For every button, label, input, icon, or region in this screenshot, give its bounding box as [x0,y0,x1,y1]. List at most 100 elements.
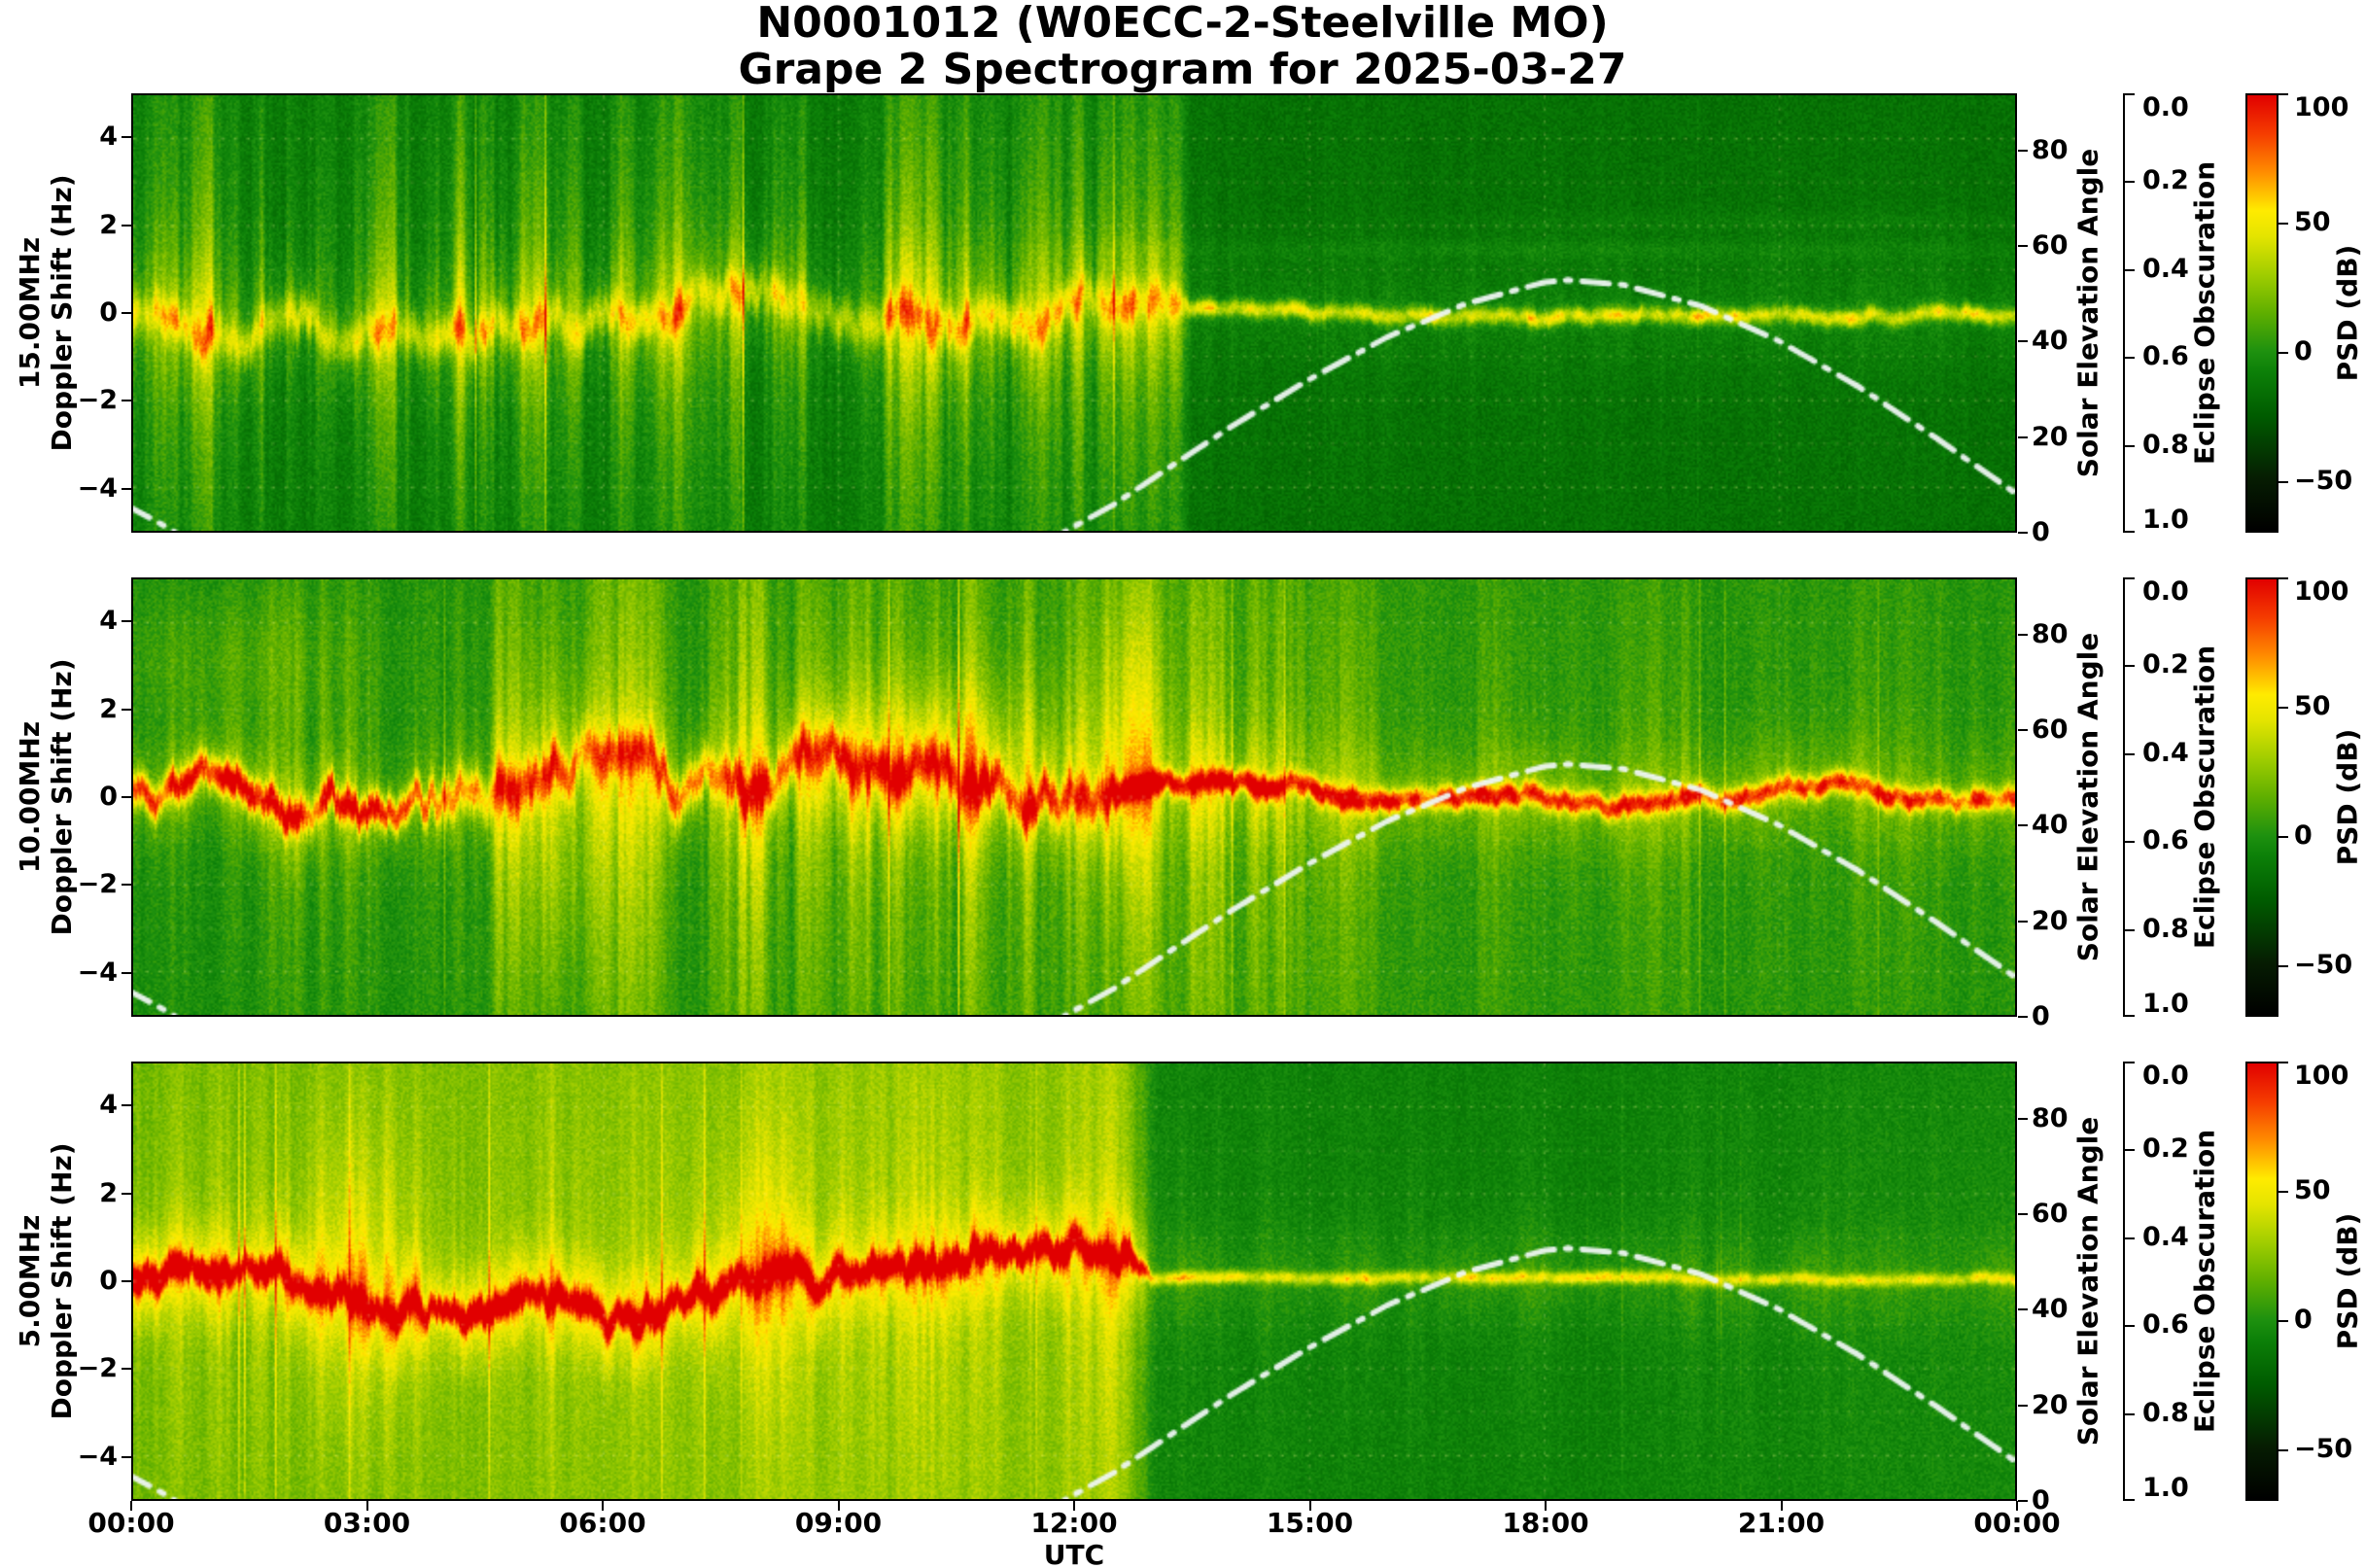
solar-tick-label: 0 [2032,517,2050,547]
doppler-tick-label: −4 [77,472,118,504]
solar-tick-mark [2018,436,2028,438]
psd-tick-mark [2278,222,2288,225]
psd-tick-label: 50 [2294,690,2331,721]
eclipse-tick-mark [2125,752,2135,755]
doppler-tick-label: 4 [99,122,118,153]
eclipse-tick-label: 0.6 [2142,825,2189,856]
figure-title-line1: N0001012 (W0ECC-2-Steelville MO) [756,0,1609,48]
doppler-tick-label: 0 [99,297,118,328]
x-tick-label: 00:00 [1973,1507,2061,1539]
doppler-tick-mark [122,136,131,139]
eclipse-axis-label: Eclipse Obscuration [2188,1129,2221,1434]
eclipse-tick-mark [2125,531,2135,533]
eclipse-tick-mark [2125,841,2135,844]
psd-tick-label: 0 [2294,819,2313,851]
eclipse-tick-label: 0.2 [2142,165,2189,196]
solar-tick-mark [2018,633,2028,636]
x-axis-label: UTC [1043,1539,1105,1568]
eclipse-tick-label: 0.0 [2142,92,2189,122]
solar-tick-mark [2018,824,2028,827]
solar-tick-mark [2018,245,2028,248]
x-tick-label: 09:00 [794,1507,883,1539]
doppler-tick-label: 4 [99,606,118,637]
psd-tick-mark [2278,480,2288,483]
spectrogram-plot-5mhz [131,1062,2017,1501]
solar-tick-label: 20 [2032,905,2069,936]
doppler-tick-mark [122,1104,131,1107]
doppler-tick-mark [122,708,131,711]
eclipse-tick-mark [2125,1412,2135,1415]
x-tick-mark [365,1501,368,1511]
doppler-tick-label: −2 [77,385,118,416]
doppler-tick-label: 0 [99,782,118,812]
eclipse-tick-label: 0.0 [2142,576,2189,607]
psd-tick-mark [2278,93,2288,95]
psd-tick-mark [2278,351,2288,354]
psd-tick-mark [2278,1062,2288,1063]
x-tick-mark [130,1501,132,1511]
eclipse-axis-spine [2123,1062,2125,1501]
psd-tick-label: −50 [2294,1433,2353,1464]
x-tick-mark [1073,1501,1075,1511]
x-tick-mark [1545,1501,1547,1511]
psd-tick-mark [2278,1448,2288,1451]
psd-tick-label: −50 [2294,949,2353,980]
doppler-tick-mark [122,1280,131,1282]
eclipse-tick-label: 0.8 [2142,913,2189,944]
solar-tick-label: 20 [2032,1389,2069,1420]
eclipse-tick-mark [2125,93,2135,95]
doppler-tick-mark [122,1192,131,1195]
eclipse-tick-mark [2125,1015,2135,1017]
x-tick-mark [602,1501,604,1511]
doppler-tick-mark [122,796,131,798]
eclipse-tick-mark [2125,1499,2135,1501]
doppler-tick-mark [122,312,131,314]
x-tick-mark [837,1501,840,1511]
eclipse-tick-mark [2125,928,2135,931]
eclipse-tick-mark [2125,268,2135,271]
spectrogram-canvas-10mhz [133,579,2015,1015]
solar-tick-mark [2018,532,2028,534]
x-tick-label: 15:00 [1266,1507,1354,1539]
eclipse-tick-label: 0.8 [2142,429,2189,460]
psd-tick-label: 100 [2294,576,2349,607]
doppler-tick-label: 2 [99,209,118,240]
eclipse-axis-spine [2123,577,2125,1017]
eclipse-tick-label: 0.4 [2142,737,2189,768]
solar-tick-mark [2018,920,2028,923]
panel-10mhz: 10.00MHz Doppler Shift (Hz) Solar Elevat… [0,576,2365,1031]
psd-tick-mark [2278,577,2288,579]
solar-tick-mark [2018,149,2028,152]
solar-tick-label: 40 [2032,1294,2069,1325]
solar-tick-label: 0 [2032,1001,2050,1031]
solar-tick-mark [2018,1500,2028,1502]
solar-tick-label: 40 [2032,810,2069,841]
solar-tick-mark [2018,340,2028,343]
doppler-tick-mark [122,487,131,490]
doppler-tick-mark [122,884,131,887]
x-tick-label: 03:00 [323,1507,411,1539]
solar-tick-label: 40 [2032,326,2069,357]
doppler-tick-label: −2 [77,1353,118,1384]
eclipse-tick-mark [2125,1237,2135,1239]
solar-tick-label: 80 [2032,1102,2069,1133]
x-tick-label: 21:00 [1737,1507,1826,1539]
psd-tick-label: 0 [2294,1304,2313,1335]
eclipse-axis-label: Eclipse Obscuration [2188,645,2221,950]
doppler-tick-mark [122,971,131,974]
eclipse-tick-label: 0.0 [2142,1061,2189,1091]
doppler-tick-mark [122,224,131,226]
freq-label: 15.00MHz [14,236,46,390]
doppler-tick-mark [122,400,131,402]
solar-tick-mark [2018,729,2028,732]
eclipse-tick-mark [2125,1062,2135,1063]
eclipse-tick-label: 0.8 [2142,1397,2189,1428]
psd-tick-label: 100 [2294,92,2349,122]
eclipse-tick-mark [2125,1149,2135,1152]
solar-tick-mark [2018,1016,2028,1018]
solar-tick-label: 0 [2032,1485,2050,1516]
psd-tick-mark [2278,964,2288,967]
solar-tick-mark [2018,1213,2028,1216]
psd-colorbar [2245,93,2278,533]
